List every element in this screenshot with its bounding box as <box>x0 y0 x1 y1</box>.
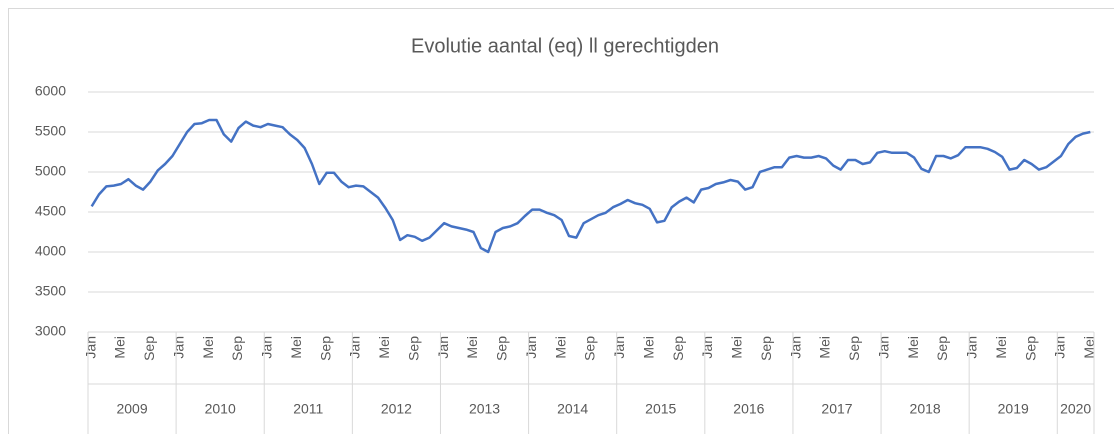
year-label: 2014 <box>557 401 588 417</box>
x-tick-label: Mei <box>552 336 568 359</box>
x-tick-label: Mei <box>729 336 745 359</box>
x-tick-label: Jan <box>964 336 980 359</box>
x-tick-label: Jan <box>347 336 363 359</box>
y-tick-label: 4500 <box>35 203 66 219</box>
year-label: 2017 <box>821 401 852 417</box>
x-tick-label: Mei <box>817 336 833 359</box>
x-tick-label: Mei <box>376 336 392 359</box>
x-tick-label: Mei <box>112 336 128 359</box>
x-tick-label: Jan <box>259 336 275 359</box>
x-tick-label: Mei <box>464 336 480 359</box>
x-tick-label: Jan <box>170 336 186 359</box>
year-label: 2010 <box>205 401 236 417</box>
y-tick-label: 5500 <box>35 123 66 139</box>
y-tick-label: 6000 <box>35 83 66 99</box>
series-line <box>90 118 1091 254</box>
x-tick-label: Sep <box>317 336 333 361</box>
x-tick-label: Mei <box>200 336 216 359</box>
year-label: 2013 <box>469 401 500 417</box>
y-tick-label: 5000 <box>35 163 66 179</box>
x-tick-label: Jan <box>787 336 803 359</box>
y-tick-label: 4000 <box>35 243 66 259</box>
year-label: 2015 <box>645 401 676 417</box>
x-tick-label: Sep <box>405 336 421 361</box>
x-tick-label: Sep <box>582 336 598 361</box>
x-tick-label: Sep <box>141 336 157 361</box>
x-tick-label: Sep <box>670 336 686 361</box>
x-tick-label: Sep <box>1022 336 1038 361</box>
x-tick-label: Sep <box>934 336 950 361</box>
year-label: 2019 <box>998 401 1029 417</box>
x-tick-label: Mei <box>905 336 921 359</box>
x-tick-label: Jan <box>875 336 891 359</box>
x-tick-label: Sep <box>758 336 774 361</box>
x-tick-label: Mei <box>640 336 656 359</box>
year-label: 2012 <box>381 401 412 417</box>
y-tick-label: 3500 <box>35 283 66 299</box>
x-tick-label: Sep <box>229 336 245 361</box>
year-label: 2016 <box>733 401 764 417</box>
year-label: 2018 <box>910 401 941 417</box>
x-tick-label: Jan <box>435 336 451 359</box>
x-tick-label: Jan <box>699 336 715 359</box>
year-label: 2011 <box>293 401 323 417</box>
x-tick-label: Jan <box>611 336 627 359</box>
year-label: 2009 <box>116 401 147 417</box>
chart-title: Evolutie aantal (eq) ll gerechtigden <box>411 35 719 57</box>
x-tick-label: Mei <box>288 336 304 359</box>
x-tick-label: Sep <box>494 336 510 361</box>
x-tick-label: Mei <box>1081 336 1097 359</box>
chart-border <box>8 8 1114 434</box>
year-label: 2020 <box>1060 401 1091 417</box>
x-tick-label: Sep <box>846 336 862 361</box>
x-tick-label: Jan <box>1052 336 1068 359</box>
x-tick-label: Jan <box>82 336 98 359</box>
y-tick-label: 3000 <box>35 323 66 339</box>
x-tick-label: Jan <box>523 336 539 359</box>
x-tick-label: Mei <box>993 336 1009 359</box>
